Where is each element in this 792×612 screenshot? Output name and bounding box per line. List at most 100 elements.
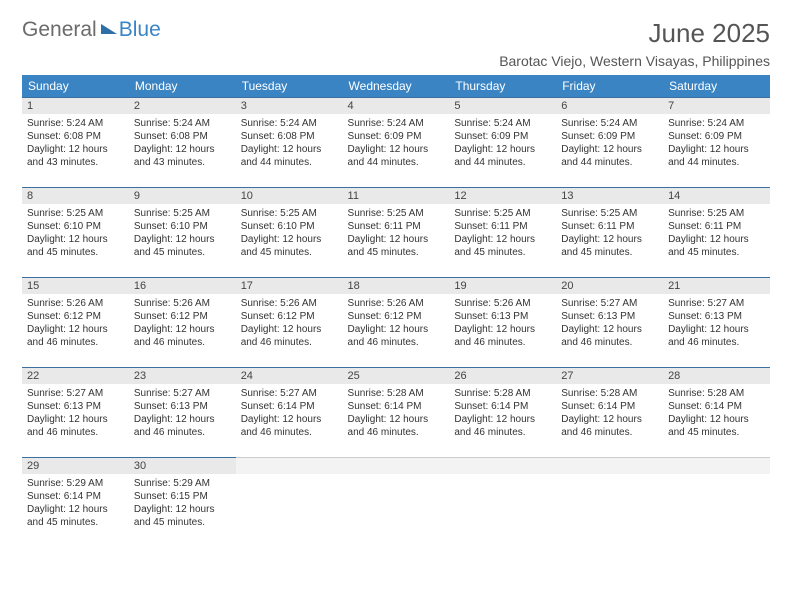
day-body: Sunrise: 5:24 AMSunset: 6:09 PMDaylight:… xyxy=(556,114,663,173)
day-number: 5 xyxy=(449,97,556,114)
day-number: 6 xyxy=(556,97,663,114)
day-cell: 9Sunrise: 5:25 AMSunset: 6:10 PMDaylight… xyxy=(129,187,236,277)
empty-cell xyxy=(556,457,663,547)
day-cell: 20Sunrise: 5:27 AMSunset: 6:13 PMDayligh… xyxy=(556,277,663,367)
day-number: 16 xyxy=(129,277,236,294)
day-number: 22 xyxy=(22,367,129,384)
day-cell: 5Sunrise: 5:24 AMSunset: 6:09 PMDaylight… xyxy=(449,97,556,187)
empty-daynum xyxy=(449,457,556,474)
day-number: 26 xyxy=(449,367,556,384)
day-body: Sunrise: 5:26 AMSunset: 6:12 PMDaylight:… xyxy=(22,294,129,353)
day-cell: 28Sunrise: 5:28 AMSunset: 6:14 PMDayligh… xyxy=(663,367,770,457)
day-body: Sunrise: 5:27 AMSunset: 6:13 PMDaylight:… xyxy=(22,384,129,443)
day-number: 13 xyxy=(556,187,663,204)
col-fri: Friday xyxy=(556,75,663,97)
col-tue: Tuesday xyxy=(236,75,343,97)
empty-body xyxy=(343,474,450,481)
day-number: 18 xyxy=(343,277,450,294)
day-number: 27 xyxy=(556,367,663,384)
day-number: 29 xyxy=(22,457,129,474)
day-cell: 7Sunrise: 5:24 AMSunset: 6:09 PMDaylight… xyxy=(663,97,770,187)
day-cell: 16Sunrise: 5:26 AMSunset: 6:12 PMDayligh… xyxy=(129,277,236,367)
day-number: 15 xyxy=(22,277,129,294)
week-row: 8Sunrise: 5:25 AMSunset: 6:10 PMDaylight… xyxy=(22,187,770,277)
month-title: June 2025 xyxy=(499,18,770,49)
day-body: Sunrise: 5:24 AMSunset: 6:08 PMDaylight:… xyxy=(129,114,236,173)
empty-body xyxy=(236,474,343,481)
logo-word2: Blue xyxy=(119,18,161,42)
day-cell: 22Sunrise: 5:27 AMSunset: 6:13 PMDayligh… xyxy=(22,367,129,457)
empty-daynum xyxy=(343,457,450,474)
day-number: 4 xyxy=(343,97,450,114)
day-cell: 21Sunrise: 5:27 AMSunset: 6:13 PMDayligh… xyxy=(663,277,770,367)
day-cell: 6Sunrise: 5:24 AMSunset: 6:09 PMDaylight… xyxy=(556,97,663,187)
day-body: Sunrise: 5:25 AMSunset: 6:11 PMDaylight:… xyxy=(556,204,663,263)
location: Barotac Viejo, Western Visayas, Philippi… xyxy=(499,53,770,69)
day-number: 12 xyxy=(449,187,556,204)
logo: General Blue xyxy=(22,18,161,42)
day-number: 25 xyxy=(343,367,450,384)
col-wed: Wednesday xyxy=(343,75,450,97)
col-sat: Saturday xyxy=(663,75,770,97)
day-cell: 11Sunrise: 5:25 AMSunset: 6:11 PMDayligh… xyxy=(343,187,450,277)
day-body: Sunrise: 5:26 AMSunset: 6:12 PMDaylight:… xyxy=(343,294,450,353)
header: General Blue June 2025 Barotac Viejo, We… xyxy=(22,18,770,69)
day-body: Sunrise: 5:25 AMSunset: 6:10 PMDaylight:… xyxy=(22,204,129,263)
day-number: 8 xyxy=(22,187,129,204)
day-number: 20 xyxy=(556,277,663,294)
day-number: 14 xyxy=(663,187,770,204)
col-thu: Thursday xyxy=(449,75,556,97)
day-body: Sunrise: 5:26 AMSunset: 6:12 PMDaylight:… xyxy=(236,294,343,353)
day-number: 28 xyxy=(663,367,770,384)
logo-triangle-icon xyxy=(101,24,117,34)
day-number: 30 xyxy=(129,457,236,474)
empty-body xyxy=(663,474,770,481)
day-body: Sunrise: 5:27 AMSunset: 6:13 PMDaylight:… xyxy=(663,294,770,353)
day-cell: 12Sunrise: 5:25 AMSunset: 6:11 PMDayligh… xyxy=(449,187,556,277)
day-body: Sunrise: 5:29 AMSunset: 6:14 PMDaylight:… xyxy=(22,474,129,533)
title-block: June 2025 Barotac Viejo, Western Visayas… xyxy=(499,18,770,69)
day-body: Sunrise: 5:27 AMSunset: 6:13 PMDaylight:… xyxy=(556,294,663,353)
day-body: Sunrise: 5:28 AMSunset: 6:14 PMDaylight:… xyxy=(449,384,556,443)
day-cell: 23Sunrise: 5:27 AMSunset: 6:13 PMDayligh… xyxy=(129,367,236,457)
day-body: Sunrise: 5:28 AMSunset: 6:14 PMDaylight:… xyxy=(663,384,770,443)
day-cell: 30Sunrise: 5:29 AMSunset: 6:15 PMDayligh… xyxy=(129,457,236,547)
day-number: 3 xyxy=(236,97,343,114)
day-number: 9 xyxy=(129,187,236,204)
day-body: Sunrise: 5:29 AMSunset: 6:15 PMDaylight:… xyxy=(129,474,236,533)
day-number: 19 xyxy=(449,277,556,294)
day-number: 11 xyxy=(343,187,450,204)
empty-body xyxy=(449,474,556,481)
day-body: Sunrise: 5:24 AMSunset: 6:09 PMDaylight:… xyxy=(343,114,450,173)
day-cell: 4Sunrise: 5:24 AMSunset: 6:09 PMDaylight… xyxy=(343,97,450,187)
day-cell: 17Sunrise: 5:26 AMSunset: 6:12 PMDayligh… xyxy=(236,277,343,367)
day-cell: 24Sunrise: 5:27 AMSunset: 6:14 PMDayligh… xyxy=(236,367,343,457)
day-cell: 10Sunrise: 5:25 AMSunset: 6:10 PMDayligh… xyxy=(236,187,343,277)
day-number: 21 xyxy=(663,277,770,294)
day-body: Sunrise: 5:24 AMSunset: 6:09 PMDaylight:… xyxy=(663,114,770,173)
day-number: 1 xyxy=(22,97,129,114)
day-cell: 29Sunrise: 5:29 AMSunset: 6:14 PMDayligh… xyxy=(22,457,129,547)
day-cell: 13Sunrise: 5:25 AMSunset: 6:11 PMDayligh… xyxy=(556,187,663,277)
day-body: Sunrise: 5:24 AMSunset: 6:08 PMDaylight:… xyxy=(22,114,129,173)
empty-daynum xyxy=(236,457,343,474)
empty-cell xyxy=(663,457,770,547)
day-body: Sunrise: 5:28 AMSunset: 6:14 PMDaylight:… xyxy=(343,384,450,443)
day-body: Sunrise: 5:25 AMSunset: 6:11 PMDaylight:… xyxy=(343,204,450,263)
day-number: 10 xyxy=(236,187,343,204)
day-body: Sunrise: 5:24 AMSunset: 6:08 PMDaylight:… xyxy=(236,114,343,173)
week-row: 29Sunrise: 5:29 AMSunset: 6:14 PMDayligh… xyxy=(22,457,770,547)
day-cell: 18Sunrise: 5:26 AMSunset: 6:12 PMDayligh… xyxy=(343,277,450,367)
day-body: Sunrise: 5:24 AMSunset: 6:09 PMDaylight:… xyxy=(449,114,556,173)
day-cell: 25Sunrise: 5:28 AMSunset: 6:14 PMDayligh… xyxy=(343,367,450,457)
empty-cell xyxy=(343,457,450,547)
day-body: Sunrise: 5:28 AMSunset: 6:14 PMDaylight:… xyxy=(556,384,663,443)
col-mon: Monday xyxy=(129,75,236,97)
day-cell: 14Sunrise: 5:25 AMSunset: 6:11 PMDayligh… xyxy=(663,187,770,277)
day-cell: 8Sunrise: 5:25 AMSunset: 6:10 PMDaylight… xyxy=(22,187,129,277)
day-body: Sunrise: 5:25 AMSunset: 6:11 PMDaylight:… xyxy=(449,204,556,263)
day-body: Sunrise: 5:25 AMSunset: 6:10 PMDaylight:… xyxy=(129,204,236,263)
day-cell: 1Sunrise: 5:24 AMSunset: 6:08 PMDaylight… xyxy=(22,97,129,187)
empty-cell xyxy=(449,457,556,547)
empty-daynum xyxy=(556,457,663,474)
